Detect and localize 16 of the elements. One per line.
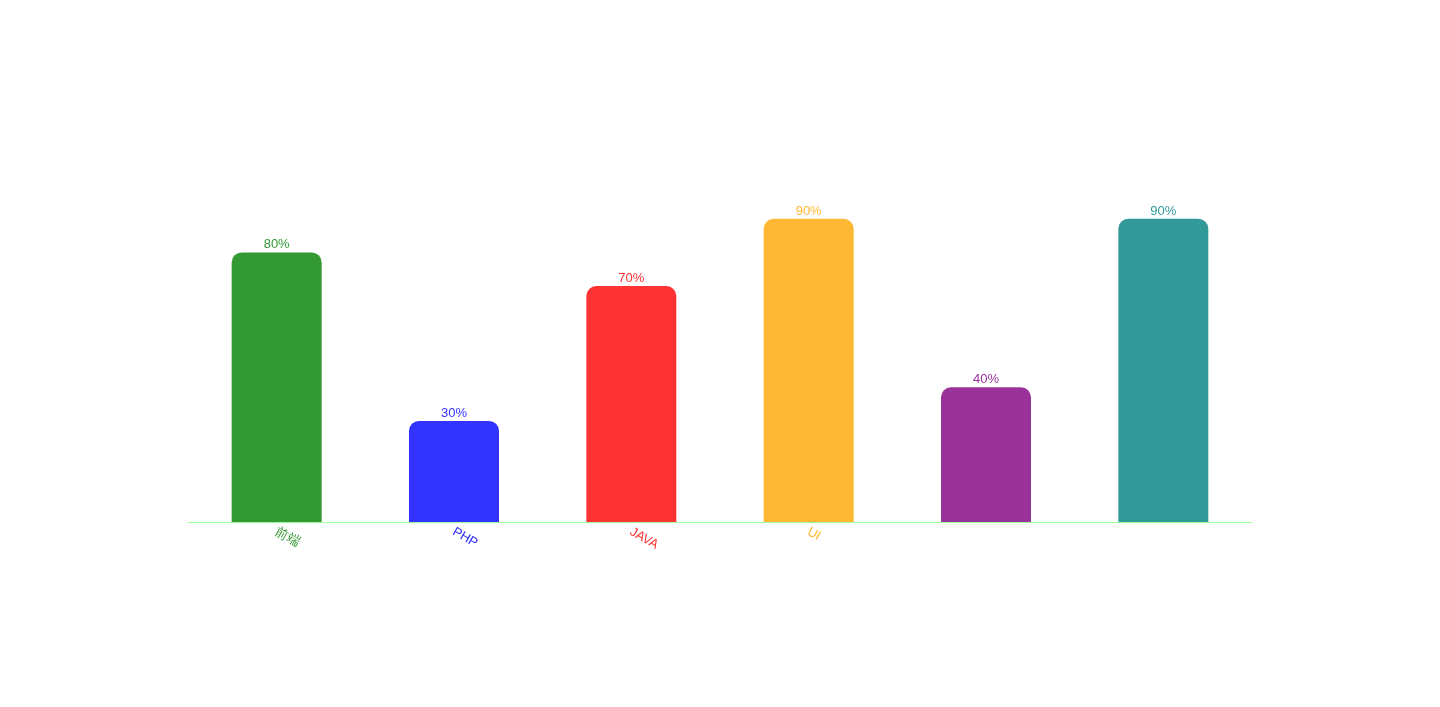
bar (409, 420, 499, 522)
bar (586, 286, 677, 522)
x-tick-label: JAVA (627, 523, 662, 552)
data-label: 90% (1150, 202, 1177, 218)
bar (763, 218, 854, 522)
x-tick-label: UI (804, 523, 824, 543)
data-label: 90% (795, 202, 823, 218)
data-label: 30% (440, 404, 468, 420)
bar (231, 252, 322, 522)
data-label: 80% (263, 236, 291, 252)
bar (941, 387, 1031, 522)
bar (1118, 218, 1209, 522)
data-label: 40% (972, 371, 1000, 387)
x-tick-label: 前端 (272, 523, 303, 550)
data-label: 70% (618, 270, 645, 286)
x-tick-label: PHP (450, 523, 481, 550)
